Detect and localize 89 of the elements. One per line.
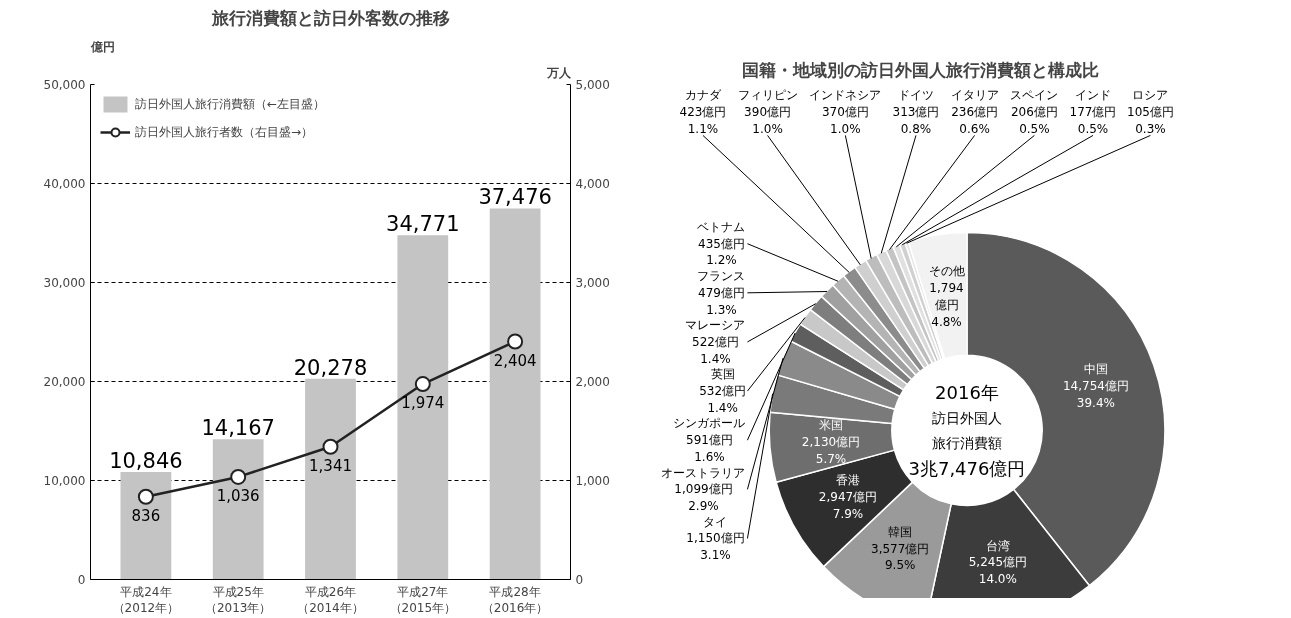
- point: [414, 376, 431, 393]
- y2-tick-label: 5,000: [575, 78, 610, 92]
- text: 旅行消費額: [931, 435, 1002, 452]
- data-label: 177億円 0.5%: [1069, 105, 1117, 136]
- slice-label: インドネシア: [809, 88, 882, 103]
- data-label: 532億円 1.4%: [699, 384, 747, 415]
- data-label: 3,577億円 9.5%: [871, 541, 930, 573]
- point: [137, 488, 154, 505]
- legend-label: 訪日外国人旅行消費額（←左目盛）: [135, 95, 326, 113]
- y-tick-label: 10,000: [43, 474, 86, 488]
- data-label: 1,099億円 2.9%: [674, 482, 733, 514]
- slice-label: カナダ: [684, 88, 722, 103]
- slice-label: 中国: [1083, 362, 1108, 377]
- x-tick-label: 平成27年（2015年）: [389, 584, 457, 616]
- y-axis-title: 億円: [89, 39, 115, 54]
- data-label: 105億円 0.3%: [1127, 105, 1174, 136]
- slice-label: オーストラリア: [661, 465, 746, 480]
- slice-label: フィリピン: [737, 88, 798, 103]
- data-label: 2,130億円 5.7%: [801, 435, 861, 466]
- slice-label: 台湾: [985, 538, 1010, 553]
- x-tick-label: 平成28年（2016年）: [481, 584, 549, 616]
- data-label: 1,794 億円 4.8%: [929, 280, 964, 329]
- slice-label: イタリア: [950, 88, 999, 103]
- data-label: 522億円 1.4%: [692, 334, 739, 366]
- y2-tick-label: 1,000: [575, 474, 610, 488]
- slice-label: ドイツ: [897, 88, 934, 103]
- y2-tick-label: 0: [575, 573, 584, 587]
- bar: [212, 439, 264, 580]
- y-tick-label: 0: [77, 573, 86, 587]
- data-label: 313億円 0.8%: [892, 105, 940, 136]
- slice-label: シンガポール: [673, 416, 746, 431]
- slice-label: タイ: [703, 514, 728, 529]
- data-label: 20,278: [293, 355, 368, 380]
- data-label: 1,974: [401, 394, 445, 413]
- slice-label: スペイン: [1010, 88, 1059, 103]
- text: 2016年: [935, 381, 999, 403]
- point: [507, 333, 524, 350]
- data-label: 236億円 0.6%: [951, 105, 999, 136]
- data-label: 479億円 1.3%: [698, 285, 745, 317]
- text: 訪日外国人: [931, 409, 1002, 426]
- slice-label: インド: [1075, 88, 1112, 103]
- bar: [489, 208, 541, 580]
- data-label: 423億円 1.1%: [679, 105, 727, 136]
- data-label: 34,771: [386, 212, 460, 237]
- y-tick-label: 20,000: [43, 375, 86, 389]
- data-label: 5,245億円 14.0%: [968, 555, 1028, 587]
- chart-title: 国籍・地域別の訪日外国人旅行消費額と構成比: [742, 59, 1099, 80]
- x-tick-label: 平成26年（2014年）: [297, 584, 364, 616]
- data-label: 206億円 0.5%: [1010, 105, 1058, 136]
- data-label: 2,947億円 7.9%: [818, 489, 878, 521]
- data-label: 370億円 1.0%: [821, 105, 869, 136]
- y-tick-label: 30,000: [43, 276, 86, 290]
- x-tick-label: 平成25年（2013年）: [204, 584, 272, 616]
- data-label: 390億円 1.0%: [744, 105, 792, 136]
- slice-label: 韓国: [888, 524, 913, 539]
- slice-label: マレーシア: [685, 318, 746, 333]
- data-label: 2,404: [493, 351, 537, 370]
- slice-label: 米国: [819, 418, 844, 433]
- x-tick-label: 平成24年（2012年）: [112, 584, 180, 616]
- y2-tick-label: 4,000: [575, 177, 610, 191]
- y2-tick-label: 2,000: [575, 375, 610, 389]
- data-label: 10,846: [109, 449, 183, 474]
- point: [322, 438, 339, 455]
- data-label: 836: [131, 506, 161, 525]
- legend-label: 訪日外国人旅行者数（右目盛→）: [135, 123, 314, 141]
- data-label: 1,341: [309, 456, 352, 475]
- chart-title: 旅行消費額と訪日外客数の推移: [210, 7, 450, 28]
- slice-label: 英国: [710, 367, 735, 382]
- y2-axis-title: 万人: [545, 65, 572, 80]
- data-label: 591億円 1.6%: [686, 433, 733, 465]
- y-tick-label: 50,000: [43, 78, 86, 92]
- slice-label: その他: [928, 264, 965, 279]
- data-label: 1,150億円 3.1%: [686, 531, 745, 563]
- y-tick-label: 40,000: [43, 177, 86, 191]
- data-label: 435億円 1.2%: [698, 236, 745, 268]
- slice-label: ロシア: [1132, 88, 1169, 103]
- slice-label: ベトナム: [697, 219, 746, 234]
- bar: [397, 235, 449, 580]
- bar: [305, 378, 356, 580]
- data-label: 14,167: [201, 416, 275, 441]
- point: [230, 468, 247, 485]
- slice-label: 香港: [836, 473, 861, 488]
- y2-tick-label: 3,000: [575, 276, 610, 290]
- bar: [120, 472, 172, 580]
- text: 3兆7,476億円: [908, 458, 1026, 480]
- data-label: 37,476: [478, 185, 552, 210]
- data-label: 14,754億円 39.4%: [1062, 378, 1129, 410]
- data-label: 1,036: [216, 486, 260, 505]
- slice-label: フランス: [697, 269, 746, 284]
